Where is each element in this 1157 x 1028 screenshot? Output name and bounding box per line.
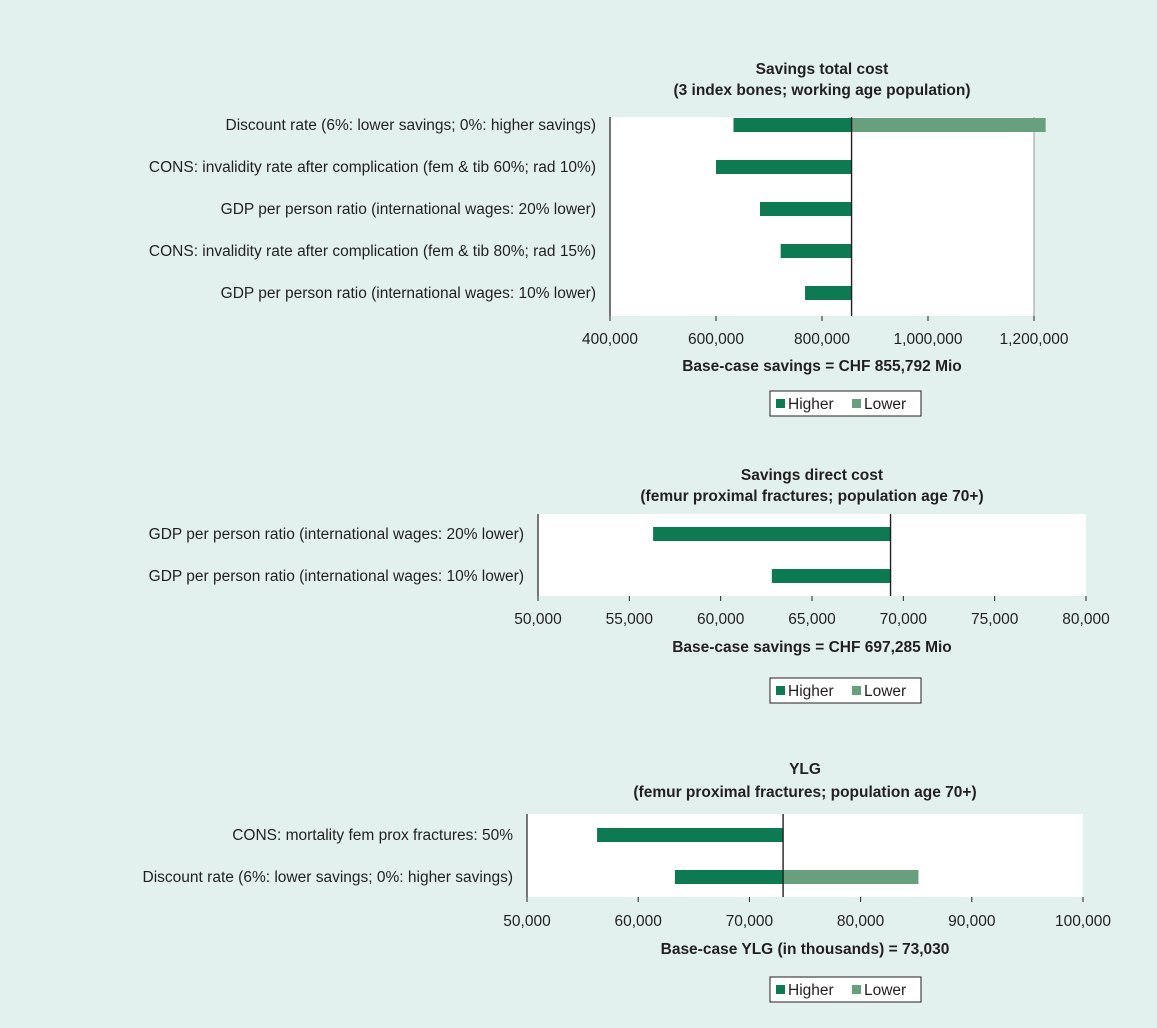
legend-box	[769, 677, 922, 704]
tornado-chart-1: Savings total cost (3 index bones; workin…	[149, 61, 1069, 417]
x-tick-label: 800,000	[794, 331, 850, 348]
x-axis-label: Base-case savings = CHF 855,792 Mio	[682, 358, 962, 375]
tornado-chart-3: YLG (femur proximal fractures; population…	[143, 761, 1111, 1003]
tornado-chart-2: Savings direct cost (femur proximal fract…	[149, 467, 1110, 704]
legend-swatch-higher	[776, 985, 785, 994]
category-label: GDP per person ratio (international wage…	[221, 285, 596, 302]
bar-higher-1	[733, 118, 852, 132]
chart-title-line-1: Savings direct cost	[741, 467, 883, 484]
legend-label-higher: Higher	[788, 982, 834, 999]
x-tick-label: 50,000	[503, 913, 551, 930]
legend-box	[769, 976, 922, 1003]
legend-label-lower: Lower	[864, 982, 906, 999]
plot-area	[610, 117, 1034, 316]
x-tick-label: 1,200,000	[1000, 331, 1069, 348]
category-label: Discount rate (6%: lower savings; 0%: hi…	[226, 117, 596, 134]
chart-title-line-2: (femur proximal fractures; population ag…	[633, 784, 976, 801]
x-tick-label: 1,000,000	[894, 331, 963, 348]
bar-higher-1	[597, 828, 784, 842]
x-axis-label: Base-case savings = CHF 697,285 Mio	[672, 639, 952, 656]
legend-label-lower: Lower	[864, 683, 906, 700]
chart-title-line-2: (femur proximal fractures; population ag…	[640, 488, 983, 505]
category-label: GDP per person ratio (international wage…	[149, 568, 524, 585]
bar-higher-1	[653, 527, 891, 541]
x-tick-label: 55,000	[606, 611, 654, 628]
bar-lower-2	[783, 870, 919, 884]
legend-swatch-higher	[776, 686, 785, 695]
legend-swatch-lower	[852, 686, 861, 695]
x-tick-label: 60,000	[697, 611, 745, 628]
bar-higher-5	[805, 286, 852, 300]
legend-label-higher: Higher	[788, 683, 834, 700]
x-tick-label: 75,000	[971, 611, 1019, 628]
x-tick-label: 70,000	[726, 913, 774, 930]
plot-area	[538, 514, 1086, 596]
category-label: GDP per person ratio (international wage…	[221, 201, 596, 218]
chart-title-line-1: Savings total cost	[756, 61, 889, 78]
legend-swatch-higher	[776, 399, 785, 408]
x-tick-label: 60,000	[614, 913, 662, 930]
x-tick-label: 600,000	[688, 331, 744, 348]
legend: Higher Lower	[769, 677, 922, 704]
legend-box	[769, 390, 922, 417]
bar-higher-3	[759, 202, 852, 216]
x-tick-label: 65,000	[788, 611, 836, 628]
x-tick-label: 100,000	[1055, 913, 1111, 930]
x-axis-label: Base-case YLG (in thousands) = 73,030	[661, 941, 950, 958]
legend-swatch-lower	[852, 985, 861, 994]
bar-higher-4	[780, 244, 852, 258]
legend-swatch-lower	[852, 399, 861, 408]
bar-higher-2	[674, 870, 784, 884]
chart-title-line-2: (3 index bones; working age population)	[673, 82, 970, 99]
category-label: Discount rate (6%: lower savings; 0%: hi…	[143, 869, 513, 886]
bar-higher-2	[716, 160, 852, 174]
category-label: CONS: mortality fem prox fractures: 50%	[232, 827, 513, 844]
bar-higher-2	[771, 569, 891, 583]
category-label: CONS: invalidity rate after complication…	[149, 159, 596, 176]
legend-label-higher: Higher	[788, 396, 834, 413]
x-tick-label: 50,000	[514, 611, 562, 628]
x-tick-label: 90,000	[948, 913, 996, 930]
x-tick-label: 80,000	[1062, 611, 1110, 628]
x-tick-label: 70,000	[880, 611, 928, 628]
chart-title-line-1: YLG	[789, 761, 821, 778]
category-label: CONS: invalidity rate after complication…	[149, 243, 596, 260]
legend: Higher Lower	[769, 976, 922, 1003]
legend-label-lower: Lower	[864, 396, 906, 413]
x-tick-label: 80,000	[837, 913, 885, 930]
legend: Higher Lower	[769, 390, 922, 417]
x-tick-label: 400,000	[582, 331, 638, 348]
bar-lower-1	[851, 118, 1046, 132]
plot-area	[527, 814, 1083, 897]
category-label: GDP per person ratio (international wage…	[149, 526, 524, 543]
